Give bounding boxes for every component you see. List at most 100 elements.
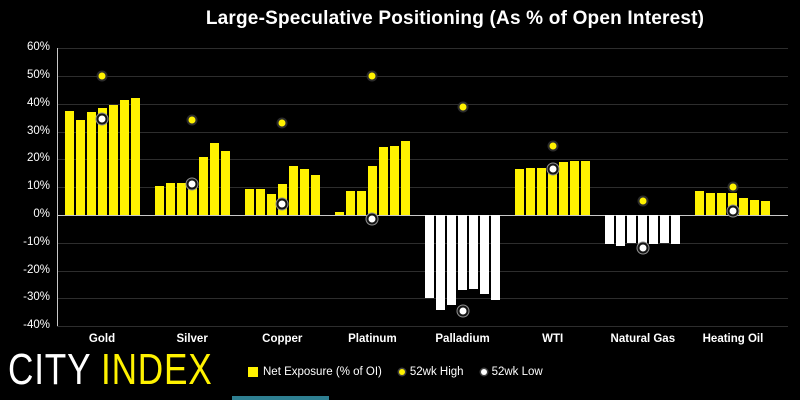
52wk-high-marker <box>98 72 106 80</box>
bar-natural-gas <box>649 215 659 245</box>
gridline <box>57 159 788 161</box>
bar-platinum <box>356 191 366 215</box>
legend-label: 52wk Low <box>491 366 543 378</box>
y-tick-label: 30% <box>26 124 50 137</box>
bar-natural-gas <box>627 215 637 243</box>
accent-strip <box>232 396 329 400</box>
bar-natural-gas <box>616 215 626 246</box>
52wk-high-marker <box>188 116 196 124</box>
bar-copper <box>244 188 254 215</box>
bar-gold <box>64 110 74 215</box>
52wk-low-marker <box>186 178 198 190</box>
bar-silver <box>220 151 230 215</box>
52wk-low-marker <box>637 242 649 254</box>
bar-platinum <box>389 145 399 215</box>
bar-palladium <box>458 215 468 291</box>
legend-label: 52wk High <box>409 366 464 378</box>
bar-wti <box>581 160 591 215</box>
y-axis-line <box>57 48 58 327</box>
chart-title: Large-Speculative Positioning (As % of O… <box>205 8 705 29</box>
x-axis-label-silver: Silver <box>176 333 208 345</box>
bar-wti <box>559 162 569 215</box>
y-tick-label: 0% <box>33 208 50 220</box>
gridline <box>57 242 788 244</box>
gridline <box>57 298 788 300</box>
y-tick-label: 20% <box>26 152 50 165</box>
gridline <box>57 76 788 77</box>
52wk-high-marker <box>639 197 647 205</box>
city-index-logo: CITY INDEX <box>8 348 213 392</box>
bar-natural-gas <box>605 215 615 245</box>
bar-heating-oil <box>761 201 771 215</box>
gridline <box>57 270 788 272</box>
y-tick-label: 50% <box>26 69 50 81</box>
x-axis-label-platinum: Platinum <box>348 333 397 345</box>
bar-palladium <box>480 215 490 295</box>
x-axis-label-palladium: Palladium <box>435 333 490 345</box>
bar-heating-oil <box>717 192 727 215</box>
bar-wti <box>537 167 547 215</box>
52wk-high-marker <box>459 103 467 111</box>
bar-silver <box>165 183 175 215</box>
bar-wti <box>515 169 525 215</box>
bar-silver <box>198 156 208 215</box>
bar-platinum <box>400 141 410 215</box>
gridline <box>57 187 788 189</box>
52wk-high-marker <box>368 72 376 80</box>
y-tick-label: 10% <box>26 180 50 193</box>
bar-palladium <box>425 215 435 299</box>
52wk-low-marker <box>547 163 559 175</box>
bar-copper <box>299 169 309 215</box>
bar-copper <box>310 174 320 215</box>
bar-palladium <box>436 215 446 310</box>
zero-line <box>57 215 788 216</box>
bar-palladium <box>447 215 457 306</box>
legend-label: Net Exposure (% of OI) <box>263 366 382 378</box>
bar-gold <box>97 107 107 215</box>
gridline <box>57 48 788 50</box>
52wk-high-marker <box>729 183 737 191</box>
bar-silver <box>154 185 164 215</box>
bar-platinum <box>367 166 377 215</box>
bar-silver <box>209 142 219 215</box>
x-axis-label-wti: WTI <box>542 333 564 345</box>
y-tick-label: 40% <box>26 96 50 109</box>
bar-gold <box>86 112 96 215</box>
gridline <box>57 131 788 133</box>
bar-silver <box>187 184 197 215</box>
52wk-low-marker <box>276 198 288 210</box>
x-axis-label-copper: Copper <box>262 333 303 345</box>
bar-gold <box>108 105 118 215</box>
y-tick-label: -10% <box>23 235 50 248</box>
bar-heating-oil <box>728 192 738 215</box>
legend-item-52wk-low: 52wk Low <box>480 366 543 378</box>
52wk-low-marker <box>366 213 378 225</box>
gridline <box>57 103 788 105</box>
bar-platinum <box>345 191 355 215</box>
bar-copper <box>266 194 276 215</box>
bar-platinum <box>334 212 344 215</box>
legend-dot-icon <box>398 369 405 375</box>
bar-heating-oil <box>706 192 716 215</box>
bar-wti <box>548 166 558 215</box>
legend-item-52wk-high: 52wk High <box>398 366 464 378</box>
bar-copper <box>288 166 298 215</box>
bar-heating-oil <box>739 198 749 215</box>
bar-natural-gas <box>660 215 670 243</box>
bar-gold <box>75 120 85 215</box>
bar-wti <box>526 167 536 215</box>
logo-city-text: CITY <box>8 345 92 394</box>
x-axis-label-natural-gas: Natural Gas <box>610 333 676 345</box>
legend-dot-icon <box>480 369 487 375</box>
y-tick-label: -30% <box>23 291 50 304</box>
52wk-high-marker <box>278 119 286 127</box>
bar-palladium <box>469 215 479 289</box>
52wk-low-marker <box>727 205 739 217</box>
logo-index-text: INDEX <box>100 345 213 394</box>
gridline <box>57 326 788 328</box>
x-axis-label-gold: Gold <box>88 333 116 345</box>
bar-platinum <box>378 146 388 215</box>
x-axis-label-heating-oil: Heating Oil <box>702 333 764 345</box>
legend: Net Exposure (% of OI) 52wk High 52wk Low <box>248 366 543 378</box>
